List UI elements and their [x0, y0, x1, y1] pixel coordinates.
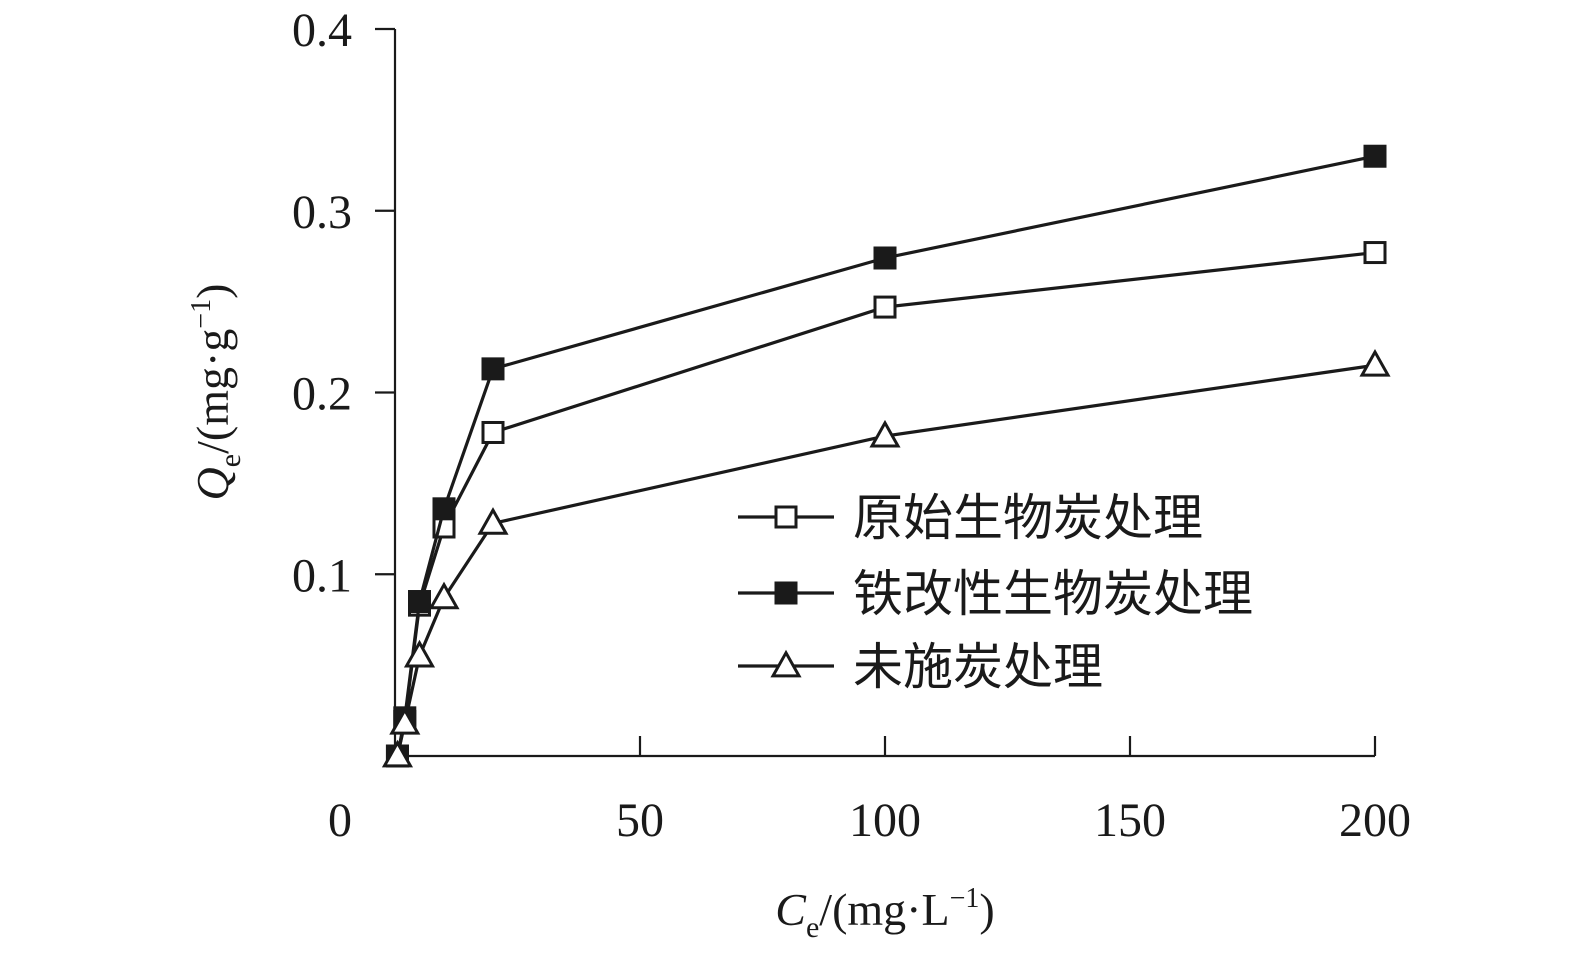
data-point: [1359, 348, 1391, 377]
series-3: [381, 348, 1391, 768]
data-point: [381, 739, 414, 768]
data-point: [432, 497, 456, 521]
data-point: [428, 581, 460, 610]
y-axis-label-sub: e: [214, 454, 247, 467]
y-axis-label: Qe/(mg·g−1): [186, 284, 247, 501]
data-point: [481, 420, 505, 444]
legend-marker: [774, 581, 798, 605]
x-axis-label-close: ): [979, 884, 994, 935]
y-axis-label-close: ): [187, 284, 238, 299]
x-tick-label: 150: [1094, 794, 1166, 847]
x-tick-label: 100: [849, 794, 921, 847]
y-axis-label-unit: /(mg·g: [187, 329, 238, 454]
tick-labels: 0 50 100 150 200 0.1 0.2 0.3 0.4: [292, 4, 1411, 847]
data-point: [389, 707, 421, 735]
data-point: [408, 590, 431, 614]
series-layer: [381, 144, 1391, 768]
data-point: [1363, 144, 1387, 168]
x-axis-label-var: C: [775, 884, 807, 935]
y-tick-label: 0.1: [292, 549, 352, 602]
legend-label: 未施炭处理: [853, 639, 1103, 695]
data-point: [1363, 241, 1387, 265]
x-axis-label: Ce/(mg·L−1): [775, 883, 994, 944]
legend-label: 铁改性生物炭处理: [853, 566, 1253, 622]
y-tick-label: 0.3: [292, 186, 352, 239]
data-point: [869, 419, 901, 448]
data-point: [481, 357, 505, 381]
x-tick-label: 200: [1339, 794, 1411, 847]
legend-item: 铁改性生物炭处理: [738, 566, 1253, 622]
x-tick-label: 50: [616, 794, 664, 847]
legend-label: 原始生物炭处理: [853, 490, 1203, 546]
x-tick-label: 0: [328, 794, 352, 847]
x-axis-label-sub: e: [806, 911, 819, 944]
y-tick-label: 0.2: [292, 368, 352, 421]
ticks: [375, 27, 1377, 756]
x-axis-label-unit: /(mg·L: [819, 884, 949, 935]
legend-item: 未施炭处理: [738, 639, 1103, 695]
legend-marker: [770, 649, 802, 678]
data-point: [873, 246, 897, 270]
y-axis-label-sup: −1: [186, 299, 217, 329]
data-point: [873, 295, 897, 319]
legend-item: 原始生物炭处理: [738, 490, 1203, 546]
x-axis-label-sup: −1: [950, 883, 980, 914]
data-point: [477, 507, 509, 535]
y-tick-label: 0.4: [292, 4, 352, 57]
y-axis-label-var: Q: [187, 467, 238, 500]
legend-marker: [774, 505, 798, 529]
data-point: [403, 639, 436, 668]
